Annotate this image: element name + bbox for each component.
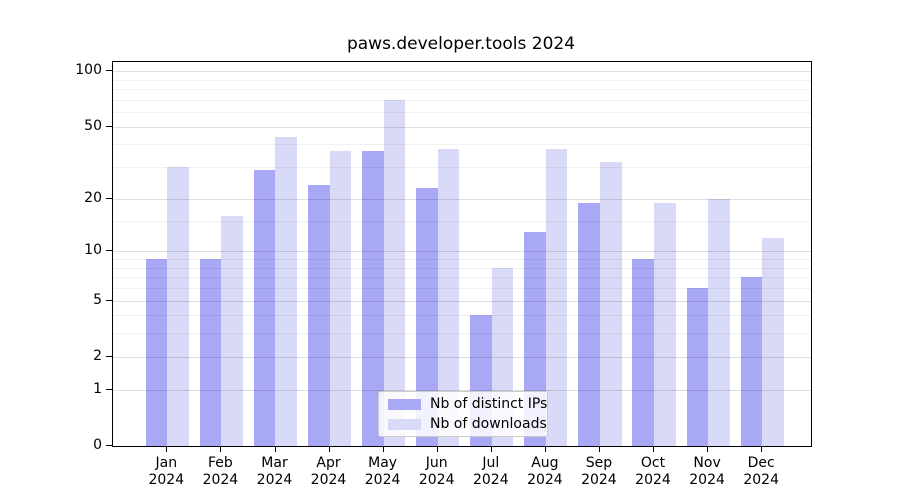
x-tick-label-apr-2024: Apr 2024	[310, 455, 347, 488]
y-tick-mark-1	[106, 388, 112, 390]
y-tick-label-50: 50	[84, 117, 102, 134]
bar-nb-of-distinct-ips-may-2024	[362, 150, 384, 446]
plot-area	[112, 61, 812, 447]
y-tick-mark-5	[106, 299, 112, 301]
y-tick-mark-100	[106, 70, 112, 72]
x-tick-mark-mar-2024	[274, 446, 276, 452]
y-tick-label-100: 100	[75, 62, 102, 79]
legend-label-distinct-ips: Nb of distinct IPs	[430, 396, 548, 412]
gridline-minor-40	[113, 144, 811, 146]
x-tick-mark-feb-2024	[220, 446, 222, 452]
x-tick-label-nov-2024: Nov 2024	[689, 455, 725, 488]
gridline-minor-4	[113, 315, 811, 317]
x-tick-label-mar-2024: Mar 2024	[256, 455, 293, 488]
x-tick-mark-jul-2024	[490, 446, 492, 452]
x-tick-mark-may-2024	[382, 446, 384, 452]
x-tick-label-sep-2024: Sep 2024	[581, 455, 617, 488]
bar-nb-of-downloads-dec-2024	[762, 237, 784, 446]
x-tick-label-feb-2024: Feb 2024	[202, 455, 239, 488]
x-tick-label-aug-2024: Aug 2024	[527, 455, 563, 488]
gridline-minor-8	[113, 267, 811, 269]
y-tick-label-10: 10	[84, 242, 102, 259]
bar-nb-of-downloads-jun-2024	[437, 148, 460, 446]
bar-nb-of-downloads-jan-2024	[167, 167, 189, 446]
bar-nb-of-downloads-mar-2024	[275, 136, 298, 446]
gridline-minor-7	[113, 277, 811, 279]
bar-nb-of-distinct-ips-dec-2024	[740, 277, 763, 446]
bar-nb-of-distinct-ips-feb-2024	[199, 259, 222, 446]
x-tick-mark-oct-2024	[653, 446, 654, 452]
chart-title: paws.developer.tools 2024	[346, 34, 576, 54]
gridline-minor-3	[113, 333, 811, 335]
gridline-minor-15	[113, 220, 811, 222]
x-tick-mark-jan-2024	[166, 446, 168, 452]
y-tick-label-1: 1	[93, 380, 102, 397]
x-tick-label-may-2024: May 2024	[364, 455, 401, 488]
gridline-major-100	[113, 71, 811, 73]
x-tick-label-jan-2024: Jan 2024	[148, 455, 185, 488]
y-tick-mark-2	[106, 355, 112, 357]
y-tick-mark-20	[106, 197, 112, 199]
bar-nb-of-distinct-ips-nov-2024	[686, 288, 709, 446]
x-tick-mark-dec-2024	[761, 446, 763, 452]
legend-item-downloads: Nb of downloads	[379, 416, 547, 432]
gridline-major-50	[113, 126, 811, 128]
x-tick-mark-nov-2024	[707, 446, 709, 452]
gridline-major-1	[113, 389, 811, 391]
y-tick-label-0: 0	[93, 437, 102, 453]
gridline-minor-9	[113, 259, 811, 260]
bar-nb-of-downloads-nov-2024	[708, 198, 730, 446]
gridline-minor-30	[113, 167, 811, 169]
legend: Nb of distinct IPs Nb of downloads	[378, 391, 548, 437]
bar-nb-of-downloads-apr-2024	[329, 150, 352, 446]
x-tick-label-jun-2024: Jun 2024	[418, 455, 455, 488]
bar-nb-of-downloads-aug-2024	[545, 148, 568, 446]
gridline-major-5	[113, 300, 811, 302]
x-tick-mark-aug-2024	[544, 446, 546, 452]
bar-nb-of-downloads-feb-2024	[221, 215, 243, 446]
y-tick-mark-0	[106, 445, 112, 446]
bar-nb-of-downloads-may-2024	[383, 99, 406, 446]
y-tick-mark-10	[106, 250, 112, 252]
gridline-minor-70	[113, 99, 811, 101]
x-tick-mark-sep-2024	[598, 446, 600, 452]
gridline-minor-6	[113, 288, 811, 289]
x-tick-label-dec-2024: Dec 2024	[743, 455, 779, 488]
gridline-minor-80	[113, 89, 811, 91]
bar-nb-of-distinct-ips-jan-2024	[145, 259, 168, 446]
y-tick-label-20: 20	[84, 189, 102, 206]
y-tick-label-5: 5	[93, 291, 102, 308]
y-tick-label-2: 2	[93, 347, 102, 364]
gridline-major-10	[113, 251, 811, 253]
x-tick-label-oct-2024: Oct 2024	[635, 455, 671, 488]
bar-nb-of-downloads-oct-2024	[654, 202, 676, 446]
gridline-minor-90	[113, 79, 811, 81]
gridline-major-20	[113, 198, 811, 200]
gridline-major-2	[113, 356, 811, 358]
bar-nb-of-distinct-ips-jun-2024	[416, 187, 438, 446]
bar-nb-of-distinct-ips-mar-2024	[253, 169, 276, 446]
y-tick-mark-50	[106, 125, 112, 127]
x-tick-label-jul-2024: Jul 2024	[472, 455, 509, 488]
bar-nb-of-downloads-sep-2024	[599, 162, 622, 446]
gridline-minor-60	[113, 112, 811, 114]
bar-nb-of-distinct-ips-apr-2024	[307, 184, 330, 446]
bar-nb-of-distinct-ips-oct-2024	[632, 259, 654, 446]
x-tick-mark-apr-2024	[328, 446, 330, 452]
x-tick-mark-jun-2024	[436, 446, 438, 452]
bar-nb-of-distinct-ips-sep-2024	[578, 202, 600, 446]
legend-swatch-downloads	[388, 418, 421, 430]
legend-label-downloads: Nb of downloads	[430, 416, 547, 432]
legend-item-distinct-ips: Nb of distinct IPs	[379, 396, 547, 412]
legend-swatch-distinct-ips	[388, 398, 421, 410]
